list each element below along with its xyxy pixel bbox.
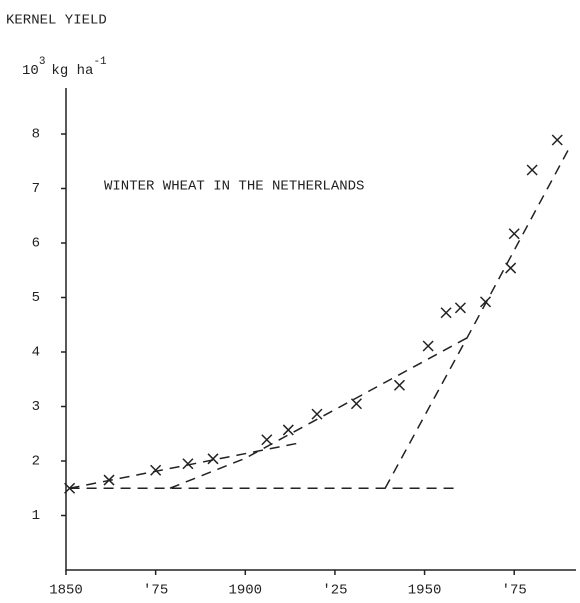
- point: [508, 228, 520, 240]
- point: [282, 424, 294, 436]
- point: [207, 453, 219, 465]
- y-tick-label: 5: [32, 290, 40, 306]
- point: [454, 302, 466, 314]
- point: [393, 379, 406, 391]
- point: [150, 464, 162, 476]
- x-tick-label: '25: [322, 583, 347, 599]
- y-tick-label: 2: [32, 454, 40, 470]
- axes: [65, 88, 576, 571]
- point: [479, 296, 492, 308]
- point: [182, 458, 194, 470]
- point: [551, 134, 563, 146]
- y-tick-label: 7: [32, 181, 40, 197]
- point: [103, 474, 115, 486]
- point: [505, 262, 517, 274]
- point: [311, 408, 323, 420]
- y-unit: 103kg ha-1: [22, 56, 107, 79]
- point: [526, 164, 538, 176]
- trend-line: [69, 442, 300, 489]
- y-tick-label: 4: [32, 345, 40, 361]
- x-tick-label: 1900: [228, 583, 262, 599]
- y-tick-label: 1: [32, 508, 40, 524]
- point: [440, 307, 452, 319]
- point: [261, 434, 273, 446]
- y-tick-label: 3: [32, 399, 40, 415]
- y-tick-label: 8: [32, 127, 40, 143]
- x-tick-label: '75: [502, 583, 527, 599]
- y-label: KERNEL YIELD: [6, 13, 107, 29]
- y-tick-label: 6: [32, 236, 40, 252]
- point: [422, 340, 434, 352]
- point: [64, 482, 76, 494]
- trend-line: [384, 149, 569, 489]
- x-tick-label: '75: [143, 583, 168, 599]
- x-tick-label: 1950: [408, 583, 442, 599]
- annotation: WINTER WHEAT IN THE NETHERLANDS: [104, 179, 364, 195]
- point: [350, 398, 362, 410]
- x-tick-label: 1850: [49, 583, 83, 599]
